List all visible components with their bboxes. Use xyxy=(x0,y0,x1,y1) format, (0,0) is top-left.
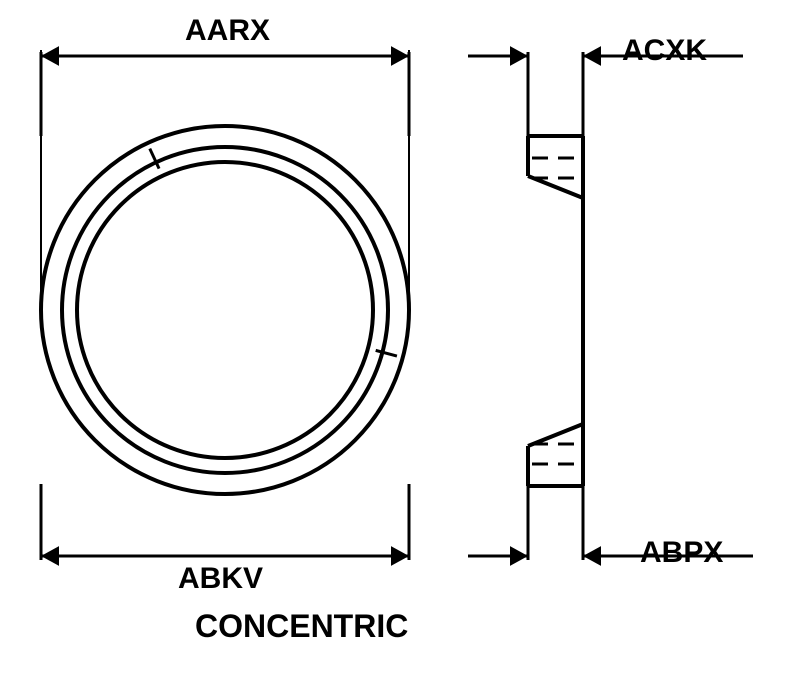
label-abkv: ABKV xyxy=(178,562,263,596)
engineering-drawing xyxy=(0,0,796,684)
title-concentric: CONCENTRIC xyxy=(195,608,408,645)
label-acxk: ACXK xyxy=(622,34,707,68)
label-abpx: ABPX xyxy=(640,536,723,570)
label-aarx: AARX xyxy=(185,14,270,48)
